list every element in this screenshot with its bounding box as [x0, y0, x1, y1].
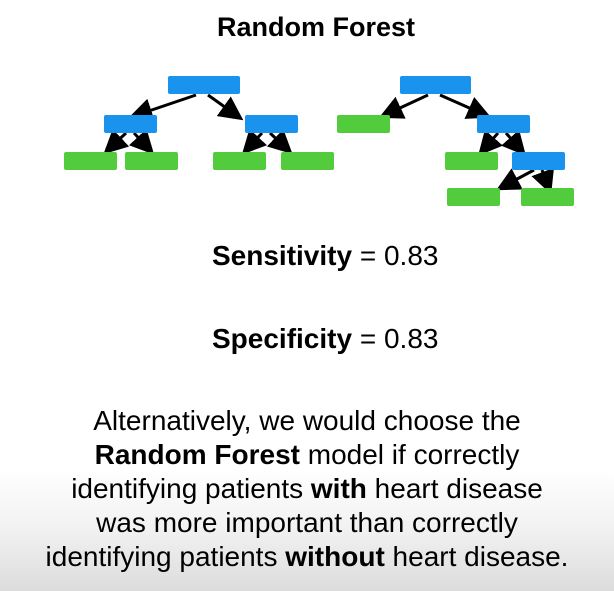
model-name: Random Forest: [94, 439, 300, 470]
decision-node: [245, 115, 298, 133]
leaf-node: [281, 152, 334, 170]
decision-node: [512, 152, 565, 170]
tree-arrow: [103, 128, 130, 155]
leaf-node: [521, 188, 574, 206]
tree-arrow: [496, 168, 535, 191]
paragraph-line: Alternatively, we would choose the: [93, 405, 521, 436]
leaf-node: [445, 152, 498, 170]
page-title: Random Forest: [216, 12, 416, 42]
specificity-metric: Specificity = 0.83: [212, 323, 438, 355]
leaf-node: [125, 152, 178, 170]
emphasis-with: with: [310, 473, 367, 504]
paragraph-line: identifying patients without heart disea…: [0, 540, 614, 574]
leaf-node: [213, 152, 266, 170]
leaf-node: [64, 152, 117, 170]
tree-arrow: [531, 167, 554, 195]
conclusion-paragraph: Alternatively, we would choose the Rando…: [0, 404, 614, 574]
paragraph-text: identifying patients: [71, 473, 311, 504]
tree-arrow: [501, 129, 526, 156]
tree-arrow: [478, 129, 503, 156]
equals-sign: =: [352, 240, 384, 271]
tree-arrow: [241, 128, 268, 155]
random-forest-diagram: [64, 76, 574, 206]
paragraph-text: model if correctly: [299, 439, 520, 470]
sensitivity-label: Sensitivity: [212, 240, 353, 271]
paragraph-line: Random Forest model if correctly: [0, 438, 614, 472]
tree-arrow: [266, 128, 293, 155]
paragraph-line: was more important than correctly: [96, 507, 518, 538]
tree-arrow: [128, 93, 197, 122]
tree-arrow: [439, 93, 492, 119]
decision-node: [168, 76, 240, 94]
decision-node: [400, 76, 471, 94]
specificity-value: 0.83: [383, 323, 439, 354]
paragraph-text: identifying patients: [45, 541, 286, 572]
leaf-node: [337, 115, 390, 133]
equals-sign: =: [352, 323, 384, 354]
specificity-label: Specificity: [212, 323, 353, 354]
sensitivity-value: 0.83: [383, 240, 439, 271]
leaf-node: [447, 188, 500, 206]
decision-node: [477, 115, 530, 133]
tree-2: [337, 76, 574, 206]
tree-arrow: [207, 93, 244, 121]
decision-node: [104, 115, 157, 133]
paragraph-line: identifying patients with heart disease: [0, 472, 614, 506]
tree-1: [64, 76, 334, 170]
tree-arrow: [128, 128, 155, 155]
paragraph-text: heart disease.: [384, 541, 569, 572]
sensitivity-metric: Sensitivity = 0.83: [212, 240, 438, 272]
emphasis-without: without: [285, 541, 385, 572]
tree-arrow: [378, 93, 429, 119]
paragraph-text: heart disease: [366, 473, 543, 504]
